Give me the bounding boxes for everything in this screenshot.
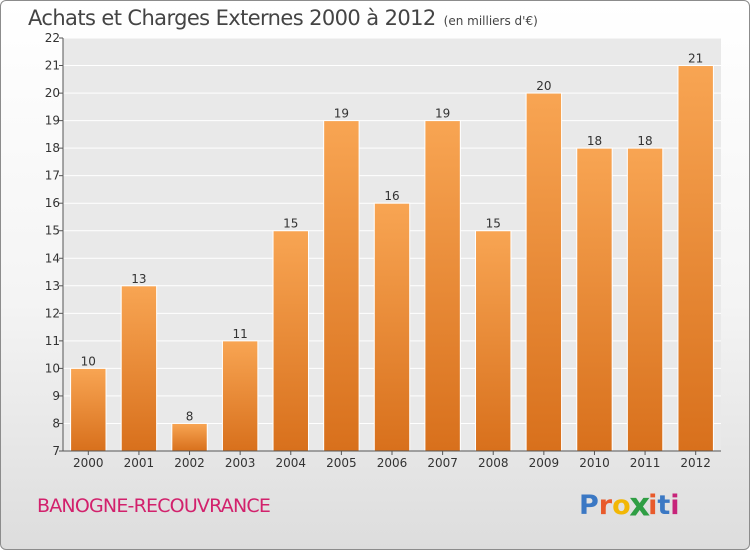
x-tick-label: 2006	[377, 456, 408, 470]
bar	[272, 230, 309, 452]
bar	[171, 422, 208, 452]
y-tick-label: 13	[45, 279, 60, 293]
bar-value-label: 19	[334, 107, 349, 121]
x-tick-label: 2009	[529, 456, 560, 470]
x-tick-label: 2011	[630, 456, 661, 470]
bar	[626, 147, 664, 452]
bar	[70, 367, 107, 452]
bar-value-label: 15	[486, 217, 501, 231]
bar	[576, 147, 613, 452]
y-tick-label: 9	[52, 389, 60, 403]
bar	[475, 230, 512, 452]
y-tick-label: 16	[45, 196, 60, 210]
bar-value-label: 8	[186, 409, 194, 423]
y-tick-label: 15	[45, 224, 60, 238]
chart-title-row: Achats et Charges Externes 2000 à 2012 (e…	[28, 6, 538, 30]
brand-letter: i	[670, 490, 680, 521]
y-tick-label: 7	[52, 444, 60, 458]
bar-value-label: 11	[233, 327, 248, 341]
y-tick-label: 18	[45, 141, 60, 155]
x-tick-label: 2003	[225, 456, 256, 470]
bar-value-label: 16	[384, 189, 399, 203]
y-tick-label: 11	[45, 334, 60, 348]
bar	[373, 202, 411, 452]
brand-letter: r	[598, 490, 613, 521]
y-tick-label: 20	[45, 86, 60, 100]
chart-title: Achats et Charges Externes 2000 à 2012	[28, 6, 436, 30]
chart-unit-note: (en milliers d'€)	[443, 14, 538, 28]
bar	[424, 120, 461, 452]
y-tick-label: 12	[45, 306, 60, 320]
bar	[221, 340, 259, 452]
brand-logo: Proxiti	[579, 486, 680, 525]
brand-letter: o	[612, 490, 631, 521]
bar-value-label: 15	[283, 217, 298, 231]
bar	[120, 285, 158, 452]
y-tick-label: 17	[45, 169, 60, 183]
x-tick-label: 2012	[680, 456, 711, 470]
brand-letter: x	[628, 486, 650, 525]
x-tick-label: 2001	[124, 456, 155, 470]
x-tick-label: 2004	[275, 456, 306, 470]
y-tick-label: 10	[45, 361, 60, 375]
x-tick-label: 2002	[174, 456, 205, 470]
bar-value-label: 19	[435, 107, 450, 121]
bar	[525, 92, 563, 452]
bar	[677, 65, 714, 452]
x-tick-label: 2005	[326, 456, 357, 470]
bar-value-label: 10	[81, 354, 96, 368]
bar	[323, 120, 360, 452]
bar-value-label: 13	[131, 272, 146, 286]
y-tick-label: 8	[52, 416, 60, 430]
brand-letter: t	[657, 490, 671, 521]
bar-value-label: 21	[688, 52, 703, 66]
x-tick-label: 2000	[73, 456, 104, 470]
x-tick-label: 2008	[478, 456, 509, 470]
y-tick-label: 21	[45, 59, 60, 73]
x-tick-label: 2010	[579, 456, 610, 470]
bar-value-label: 18	[637, 134, 652, 148]
y-tick-label: 19	[45, 114, 60, 128]
bar-value-label: 20	[536, 79, 551, 93]
location-name: BANOGNE-RECOUVRANCE	[37, 495, 271, 517]
brand-letter: i	[648, 490, 658, 521]
bar-value-label: 18	[587, 134, 602, 148]
x-tick-label: 2007	[427, 456, 458, 470]
y-tick-label: 22	[45, 31, 60, 45]
brand-letter: P	[579, 490, 599, 521]
y-tick-label: 14	[45, 251, 60, 265]
